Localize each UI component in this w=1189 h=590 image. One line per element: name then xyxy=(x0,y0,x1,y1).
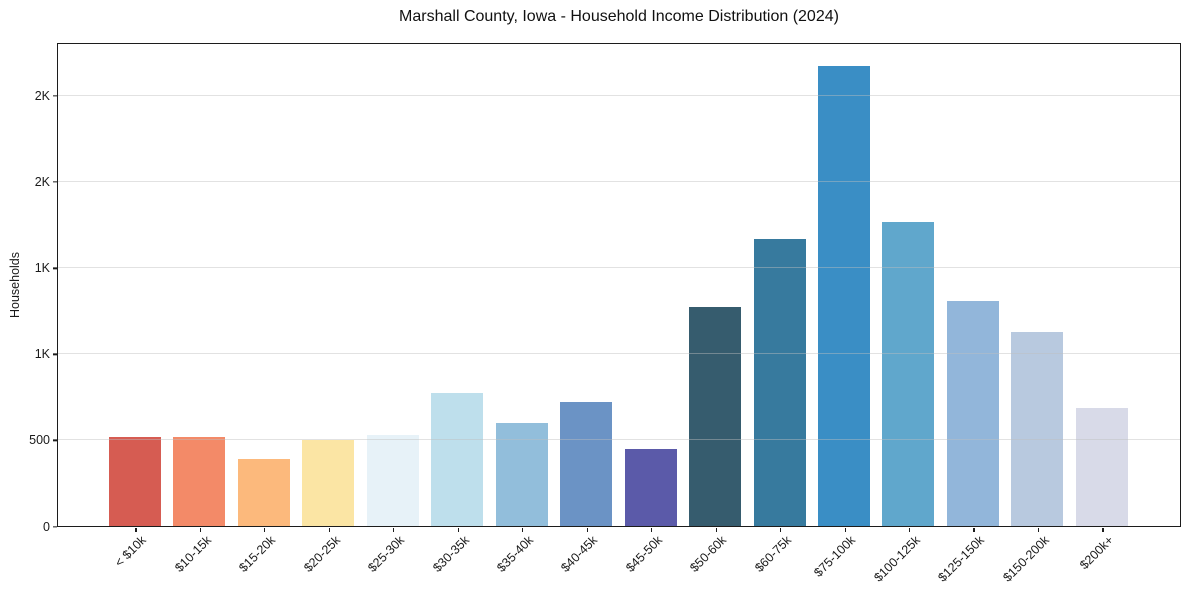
y-tick-mark xyxy=(53,181,57,183)
y-tick-mark xyxy=(53,353,57,356)
x-tick-mark xyxy=(651,527,653,532)
x-tick-label-$60-75k: $60-75k xyxy=(752,533,794,575)
bar-$45-50k xyxy=(624,448,677,526)
x-tick-mark xyxy=(393,527,395,532)
y-tick-mark xyxy=(53,525,57,528)
bar-$40-45k xyxy=(560,402,613,526)
y-tick-label: 500 xyxy=(29,433,50,448)
y-tick-mark xyxy=(53,439,57,442)
x-tick-label-$125-150k: $125-150k xyxy=(935,533,988,585)
x-tick-mark xyxy=(135,527,137,532)
x-tick-mark xyxy=(780,527,782,532)
bar-$15-20k xyxy=(237,458,290,526)
x-tick-label-$15-20k: $15-20k xyxy=(236,533,279,575)
x-tick-mark xyxy=(1102,527,1104,532)
y-tick-label: 1K xyxy=(34,261,50,276)
y-tick-mark xyxy=(53,267,57,269)
x-tick-mark xyxy=(844,527,846,532)
x-tick-label-$45-50k: $45-50k xyxy=(623,533,666,575)
bar-$75-100k xyxy=(818,66,870,526)
bar-$150-200k xyxy=(1011,332,1064,526)
y-tick-label: 1K xyxy=(34,347,50,362)
bar-$100-125k xyxy=(882,222,935,526)
x-tick-mark xyxy=(328,527,330,532)
y-tick-label: 2K xyxy=(34,89,50,104)
bar-$50-60k xyxy=(689,307,741,526)
bar-$20-25k xyxy=(302,439,355,526)
x-tick-label-$200k+: $200k+ xyxy=(1077,533,1117,573)
x-tick-label-$50-60k: $50-60k xyxy=(687,533,730,575)
bar-$125-150k xyxy=(946,300,999,526)
x-tick-label-$10-15k: $10-15k xyxy=(171,533,214,575)
x-tick-label-$20-25k: $20-25k xyxy=(300,533,343,575)
x-tick-mark xyxy=(1037,527,1040,532)
gridline-1000 xyxy=(58,352,1180,354)
bar-$35-40k xyxy=(495,422,548,526)
y-tick-label: 0 xyxy=(43,519,50,534)
x-tick-mark xyxy=(586,527,588,532)
gridline-2500 xyxy=(58,94,1180,96)
gridline-500 xyxy=(58,438,1180,440)
x-tick-mark xyxy=(715,527,717,532)
bar-$10-15k xyxy=(173,437,226,526)
bar-$60-75k xyxy=(753,239,806,526)
bar-$200k+ xyxy=(1075,408,1128,526)
x-tick-mark xyxy=(199,527,202,532)
bar-< $10k xyxy=(108,436,161,526)
y-tick-mark xyxy=(53,95,57,97)
x-tick-mark xyxy=(457,527,459,532)
x-tick-label-< $10k: < $10k xyxy=(112,533,150,570)
x-tick-label-$75-100k: $75-100k xyxy=(811,533,859,580)
chart-title: Marshall County, Iowa - Household Income… xyxy=(399,8,839,25)
bar-$25-30k xyxy=(366,434,419,526)
x-tick-label-$150-200k: $150-200k xyxy=(1000,533,1052,585)
x-tick-mark xyxy=(973,527,975,532)
gridline-1500 xyxy=(58,266,1180,268)
x-tick-label-$30-35k: $30-35k xyxy=(429,533,472,575)
x-tick-mark xyxy=(264,527,266,532)
plot-area xyxy=(57,43,1181,527)
gridline-2000 xyxy=(58,180,1180,182)
bar-$30-35k xyxy=(431,392,484,526)
x-tick-mark xyxy=(522,527,524,532)
x-tick-label-$40-45k: $40-45k xyxy=(558,533,601,575)
x-tick-label-$25-30k: $25-30k xyxy=(365,533,408,575)
x-tick-mark xyxy=(908,527,911,532)
x-tick-label-$100-125k: $100-125k xyxy=(871,533,923,585)
y-tick-label: 2K xyxy=(34,175,50,190)
x-tick-label-$35-40k: $35-40k xyxy=(494,533,537,575)
